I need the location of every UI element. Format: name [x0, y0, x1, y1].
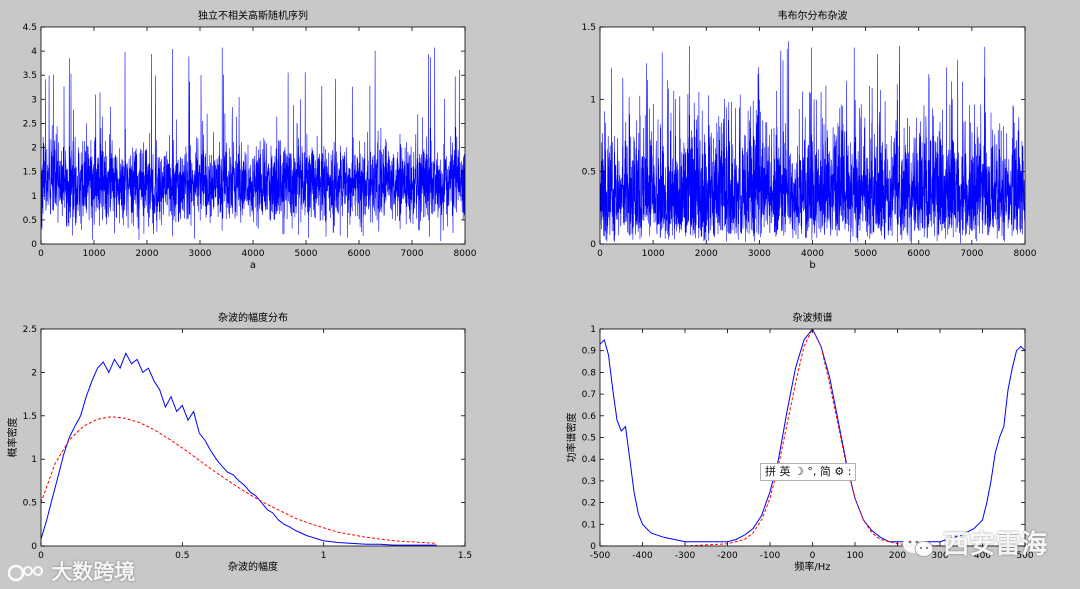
series-line-2	[600, 329, 1025, 546]
y-axis-label: 功率谱密度	[565, 413, 578, 463]
x-tick-label: 2000	[136, 249, 159, 259]
x-tick-label: 0.5	[175, 551, 189, 561]
plot-area	[600, 329, 1025, 546]
x-tick-label: 7000	[401, 249, 424, 259]
y-tick-label: 1.5	[23, 168, 37, 178]
x-tick-label: 3000	[189, 249, 212, 259]
y-tick-label: 0	[31, 240, 37, 250]
watermark-right-text: 西安雷海	[943, 530, 1048, 560]
y-tick-label: 3.5	[23, 71, 37, 81]
y-tick-label: 2.5	[23, 119, 37, 129]
x-tick-label: 0	[597, 249, 603, 259]
x-tick-label: 0	[810, 551, 816, 561]
x-tick-label: 3000	[748, 249, 771, 259]
y-tick-label: 4.5	[23, 23, 37, 33]
x-tick-label: 100	[846, 551, 863, 561]
y-tick-label: 4	[31, 47, 37, 57]
y-tick-label: 0.2	[582, 499, 596, 509]
plot-marks	[41, 47, 465, 242]
y-tick-label: 0.6	[582, 412, 597, 422]
ime-toolbar[interactable]: 拼 英 ☽ °, 简 ⚙ :	[760, 463, 857, 481]
y-tick-label: 0.5	[23, 499, 37, 509]
x-tick-label: -400	[632, 551, 653, 561]
plot-marks	[41, 352, 437, 546]
x-tick-label: 4000	[801, 249, 824, 259]
x-axis-label: 频率/Hz	[794, 560, 830, 573]
plot-marks	[600, 41, 1025, 244]
x-tick-label: 7000	[960, 249, 983, 259]
x-tick-label: -200	[717, 551, 738, 561]
x-axis-label: 杂波的幅度	[228, 560, 278, 573]
wechat-icon	[903, 534, 934, 557]
x-tick-label: 0	[38, 249, 44, 259]
watermark-left: 大数跨境	[8, 556, 135, 586]
series-line-1	[41, 47, 465, 242]
x-tick-label: 300	[931, 551, 948, 561]
y-tick-label: 0.9	[582, 347, 597, 357]
x-tick-label: 6000	[907, 249, 930, 259]
axes-frame	[40, 328, 466, 547]
x-tick-label: 200	[889, 551, 906, 561]
y-tick-label: 2	[31, 368, 37, 378]
y-tick-label: 0.3	[582, 477, 596, 487]
brand-logo-icon	[8, 564, 43, 582]
x-tick-label: 1	[321, 551, 327, 561]
chart-panel-2: 0 1000 2000 3000 4000 5000 6000 7000 8000 0 0.5 1 1.…	[582, 9, 1037, 271]
watermark-left-text: 大数跨境	[51, 560, 136, 584]
y-tick-label: 1	[31, 455, 37, 465]
chart-title: 独立不相关高斯随机序列	[198, 9, 308, 22]
x-tick-label: 2000	[695, 249, 718, 259]
x-tick-label: 4000	[242, 249, 265, 259]
series-line-2	[41, 416, 437, 544]
y-tick-label: 0	[590, 240, 596, 250]
chart-panel-4: -500 -400 -300 -200 -100 0 100 200 300 400 500 0 0.1…	[565, 311, 1034, 573]
x-tick-label: 8000	[454, 249, 477, 259]
plot-marks	[600, 329, 1025, 546]
series-line-1	[600, 329, 1025, 543]
chart-title: 韦布尔分布杂波	[778, 9, 848, 22]
y-axis-label: 概率密度	[6, 418, 19, 458]
x-tick-label: 1000	[83, 249, 106, 259]
y-tick-label: 0.5	[582, 434, 596, 444]
y-tick-label: 3	[31, 95, 37, 105]
watermark-right: 西安雷海	[902, 524, 1047, 561]
x-tick-label: 400	[974, 551, 991, 561]
y-tick-label: 1.5	[582, 23, 596, 33]
chart-panel-1: 0 1000 2000 3000 4000 5000 6000 7000 8000 0 0.5 1 1.…	[23, 9, 477, 271]
y-tick-label: 0.5	[582, 168, 596, 178]
y-tick-label: 0.1	[582, 520, 596, 530]
y-tick-label: 0.8	[582, 368, 597, 378]
x-tick-label: -500	[590, 551, 611, 561]
y-tick-label: 1	[590, 325, 596, 335]
series-line-1	[600, 41, 1025, 244]
x-tick-label: -300	[675, 551, 696, 561]
y-tick-label: 2.5	[23, 325, 37, 335]
y-tick-label: 0.4	[582, 455, 597, 465]
y-tick-label: 0.7	[582, 390, 596, 400]
x-tick-label: 0	[38, 551, 44, 561]
x-tick-label: 6000	[348, 249, 371, 259]
chart-title: 杂波频谱	[793, 311, 833, 324]
series-line-1	[41, 352, 437, 546]
x-axis-label: a	[250, 260, 256, 271]
plot-area	[41, 329, 465, 546]
x-tick-label: 5000	[295, 249, 318, 259]
y-tick-label: 0	[31, 542, 37, 552]
chart-title: 杂波的幅度分布	[218, 311, 288, 324]
y-tick-label: 0.5	[23, 216, 37, 226]
x-tick-label: 500	[1016, 551, 1033, 561]
x-tick-label: 5000	[854, 249, 877, 259]
x-tick-label: 1000	[642, 249, 665, 259]
y-tick-label: 0	[590, 542, 596, 552]
x-tick-label: 1.5	[458, 551, 472, 561]
y-tick-label: 1	[31, 192, 37, 202]
x-tick-label: -100	[760, 551, 781, 561]
y-tick-label: 2	[31, 144, 37, 154]
x-tick-label: 8000	[1014, 249, 1037, 259]
x-axis-label: b	[809, 260, 815, 271]
y-tick-label: 1	[590, 95, 596, 105]
y-tick-label: 1.5	[23, 412, 37, 422]
